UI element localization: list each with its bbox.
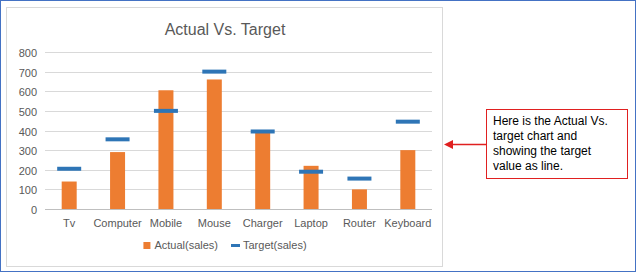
- annotation-arrow: [452, 144, 486, 146]
- y-tick-label: 600: [19, 86, 37, 98]
- annotation-arrowhead: [444, 140, 453, 149]
- legend: Actual(sales) Target(sales): [143, 239, 306, 251]
- outer-frame: [1, 1, 636, 272]
- x-tick-label: Router: [343, 217, 376, 229]
- bar: [158, 90, 173, 209]
- grid-line: [45, 189, 432, 190]
- grid-line: [45, 72, 432, 73]
- target-marker: [202, 70, 226, 74]
- y-tick-label: 100: [19, 184, 37, 196]
- target-marker: [251, 129, 275, 133]
- legend-item: Actual(sales): [143, 239, 218, 251]
- x-tick-label: Keyboard: [384, 217, 431, 229]
- bar: [352, 189, 367, 209]
- chart-title: Actual Vs. Target: [165, 21, 286, 38]
- target-marker: [57, 167, 81, 171]
- grid-line: [45, 150, 432, 151]
- y-tick-label: 300: [19, 145, 37, 157]
- target-marker: [347, 177, 371, 181]
- bar: [110, 152, 125, 209]
- x-tick-label: Computer: [93, 217, 142, 229]
- grid-line: [45, 91, 432, 92]
- x-tick-label: Mouse: [198, 217, 231, 229]
- x-tick-label: Mobile: [150, 217, 182, 229]
- bar: [207, 79, 222, 209]
- annotation-box: Here is the Actual Vs. target chart and …: [486, 109, 628, 179]
- legend-swatch: [231, 244, 240, 247]
- bar: [400, 150, 415, 209]
- target-marker: [154, 109, 178, 113]
- legend-swatch: [143, 242, 150, 249]
- y-tick-label: 500: [19, 106, 37, 118]
- grid-line: [45, 209, 432, 210]
- x-tick-label: Charger: [243, 217, 283, 229]
- y-tick-label: 700: [19, 67, 37, 79]
- marks: [57, 70, 420, 209]
- grid-line: [45, 170, 432, 171]
- grid-line: [45, 52, 432, 53]
- y-tick-label: 400: [19, 126, 37, 138]
- chart-frame: [7, 8, 443, 267]
- legend-item: Target(sales): [231, 239, 307, 251]
- y-tick-label: 0: [31, 204, 37, 216]
- x-tick-label: Laptop: [294, 217, 328, 229]
- target-marker: [396, 120, 420, 124]
- target-marker: [106, 137, 130, 141]
- y-tick-label: 800: [19, 47, 37, 59]
- bar: [255, 132, 270, 209]
- bar: [62, 182, 77, 209]
- grid-line: [45, 111, 432, 112]
- legend-label: Target(sales): [243, 239, 307, 251]
- grid-line: [45, 131, 432, 132]
- target-marker: [299, 170, 323, 174]
- legend-label: Actual(sales): [154, 239, 218, 251]
- y-tick-label: 200: [19, 165, 37, 177]
- x-tick-label: Tv: [63, 217, 76, 229]
